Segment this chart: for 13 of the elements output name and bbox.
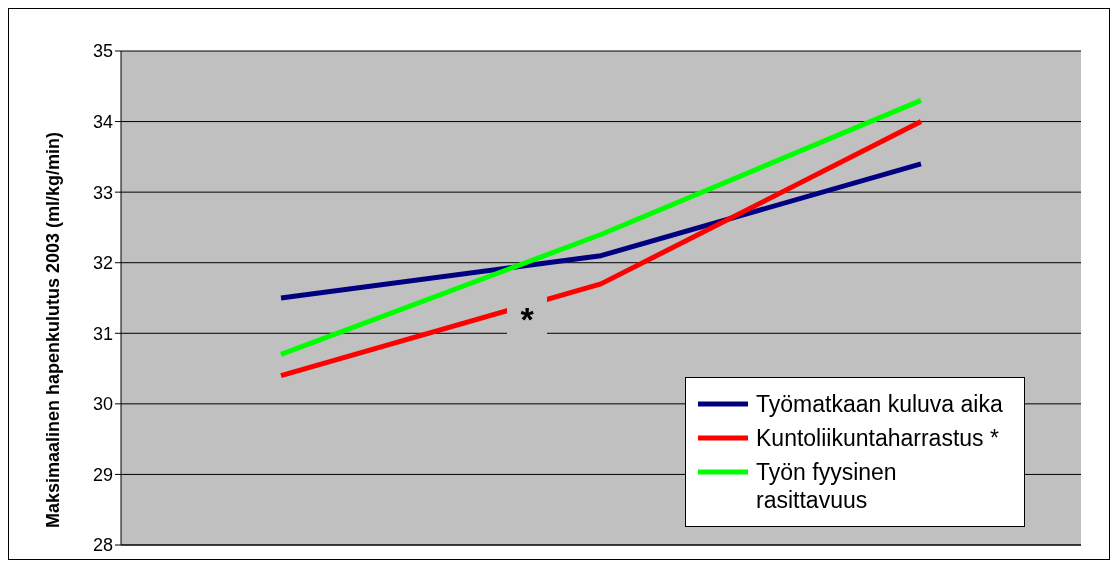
- legend-label: Kuntoliikuntaharrastus *: [756, 424, 999, 452]
- y-tick-label: 30: [92, 394, 113, 415]
- y-tick-label: 35: [92, 41, 113, 62]
- y-tick-label: 32: [92, 253, 113, 274]
- legend-label: Työn fyysinen rasittavuus: [756, 458, 898, 514]
- y-tick-label: 31: [92, 323, 113, 344]
- annotation: *: [507, 295, 547, 338]
- y-axis-title: Maksimaalinen hapenkulutus 2003 (ml/kg/min): [43, 131, 64, 528]
- y-tick-label: 33: [92, 182, 113, 203]
- legend-label: Työmatkaan kuluva aika: [756, 390, 1003, 418]
- y-tick-label: 34: [92, 111, 113, 132]
- y-tick-label: 28: [92, 535, 113, 556]
- y-tick-label: 29: [92, 464, 113, 485]
